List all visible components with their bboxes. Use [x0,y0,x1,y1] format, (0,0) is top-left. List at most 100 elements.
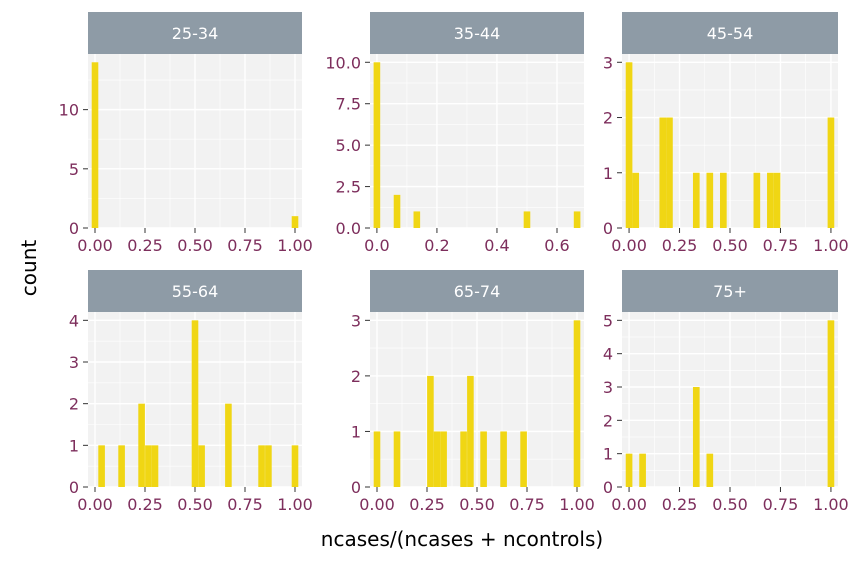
histogram-bar [632,172,640,228]
x-tick-label: 0.00 [611,236,647,255]
y-tick-label: 5 [69,160,79,179]
histogram-bar [720,172,727,228]
x-tick-label: 0.4 [484,236,509,255]
histogram-bar [625,453,633,487]
facet-strip [622,270,838,312]
y-axis-title: count [17,240,41,297]
facet-strip [622,12,838,54]
histogram-bar [91,62,99,229]
facet-strip-label: 45-54 [707,24,754,43]
x-tick-label: 0.75 [763,236,799,255]
histogram-bar [258,445,265,487]
facet-strip [370,12,584,54]
y-tick-label: 0 [603,219,613,238]
y-tick-label: 1 [603,164,613,183]
y-tick-label: 2 [69,395,79,414]
histogram-bar [666,117,673,228]
x-tick-label: 0.25 [127,236,163,255]
y-tick-label: 0 [603,478,613,497]
histogram-bar [433,431,441,487]
histogram-bar [191,320,199,487]
facet-strip-label: 65-74 [454,282,501,301]
y-tick-label: 2 [351,367,361,386]
histogram-bar [460,431,467,487]
x-tick-label: 0.75 [509,495,545,514]
facet-65-74: 65-74 0.00 0.25 0.50 0.75 1.00 0 1 2 3 [351,270,595,514]
histogram-bar [413,211,421,228]
x-tick-label: 0.00 [611,495,647,514]
histogram-bar [773,172,781,228]
y-tick-label: 2.5 [336,178,361,197]
histogram-bar [706,172,714,228]
histogram-bar [427,375,434,487]
x-tick-label: 0.25 [409,495,445,514]
histogram-bar [373,62,381,229]
x-tick-label: 0.00 [77,495,113,514]
y-tick-label: 7.5 [336,95,361,114]
histogram-bar [767,172,774,228]
x-tick-label: 1.00 [559,495,595,514]
facet-75plus: 75+ 0.00 0.25 0.50 0.75 1.00 0 1 2 3 4 5 [603,270,849,514]
y-tick-label: 4 [603,345,613,364]
histogram-bar [138,403,145,487]
x-tick-label: 0.50 [459,495,495,514]
histogram-bar [692,172,700,228]
x-tick-label: 0.75 [227,495,263,514]
y-tick-label: 0 [69,478,79,497]
y-tick-label: 10 [59,101,79,120]
histogram-bar [573,320,581,487]
y-tick-label: 10.0 [325,53,361,72]
y-tick-label: 3 [351,311,361,330]
histogram-bar [692,387,700,487]
histogram-bar [827,117,835,228]
histogram-bar [625,62,633,229]
facet-45-54: 45-54 0.00 0.25 0.50 0.75 1.00 0 1 2 3 [603,12,849,255]
facet-35-44: 35-44 0.0 0.2 0.4 0.6 0.0 2.5 5.0 7.5 10.0 [325,12,584,255]
y-tick-label: 5 [603,311,613,330]
histogram-bar [145,445,152,487]
histogram-bar [265,445,272,487]
histogram-bar [291,445,299,487]
panel-background [370,54,584,228]
x-tick-label: 1.00 [813,495,849,514]
y-tick-label: 0 [351,478,361,497]
y-tick-label: 3 [603,378,613,397]
x-tick-label: 0.0 [364,236,389,255]
x-tick-label: 0.6 [544,236,569,255]
histogram-bar [198,445,205,487]
histogram-bar [393,431,401,487]
histogram-bar [118,445,125,487]
facet-strip [370,270,584,312]
facet-strip-label: 55-64 [172,282,219,301]
y-tick-label: 0 [69,219,79,238]
histogram-bar [659,117,667,228]
x-tick-label: 0.50 [712,495,748,514]
y-tick-label: 1 [69,436,79,455]
histogram-bar [573,211,581,228]
y-tick-label: 1 [351,422,361,441]
y-tick-label: 3 [69,353,79,372]
x-tick-label: 0.00 [359,495,395,514]
y-tick-label: 2 [603,109,613,128]
x-tick-label: 1.00 [277,495,313,514]
x-tick-label: 0.50 [177,236,213,255]
x-tick-label: 0.25 [662,236,698,255]
facet-strip-label: 25-34 [172,24,219,43]
x-tick-label: 0.75 [763,495,799,514]
y-tick-label: 1 [603,445,613,464]
histogram-bar [827,320,835,487]
x-tick-label: 0.50 [177,495,213,514]
facet-strip-label: 75+ [713,282,747,301]
facet-strip [88,12,302,54]
histogram-bar [467,375,474,487]
y-tick-label: 2 [603,411,613,430]
histogram-bar [151,445,159,487]
histogram-bar [393,194,401,228]
x-tick-label: 0.75 [227,236,263,255]
x-tick-label: 0.25 [662,495,698,514]
histogram-bar [753,172,761,228]
facet-strip [88,270,302,312]
y-tick-label: 4 [69,311,79,330]
